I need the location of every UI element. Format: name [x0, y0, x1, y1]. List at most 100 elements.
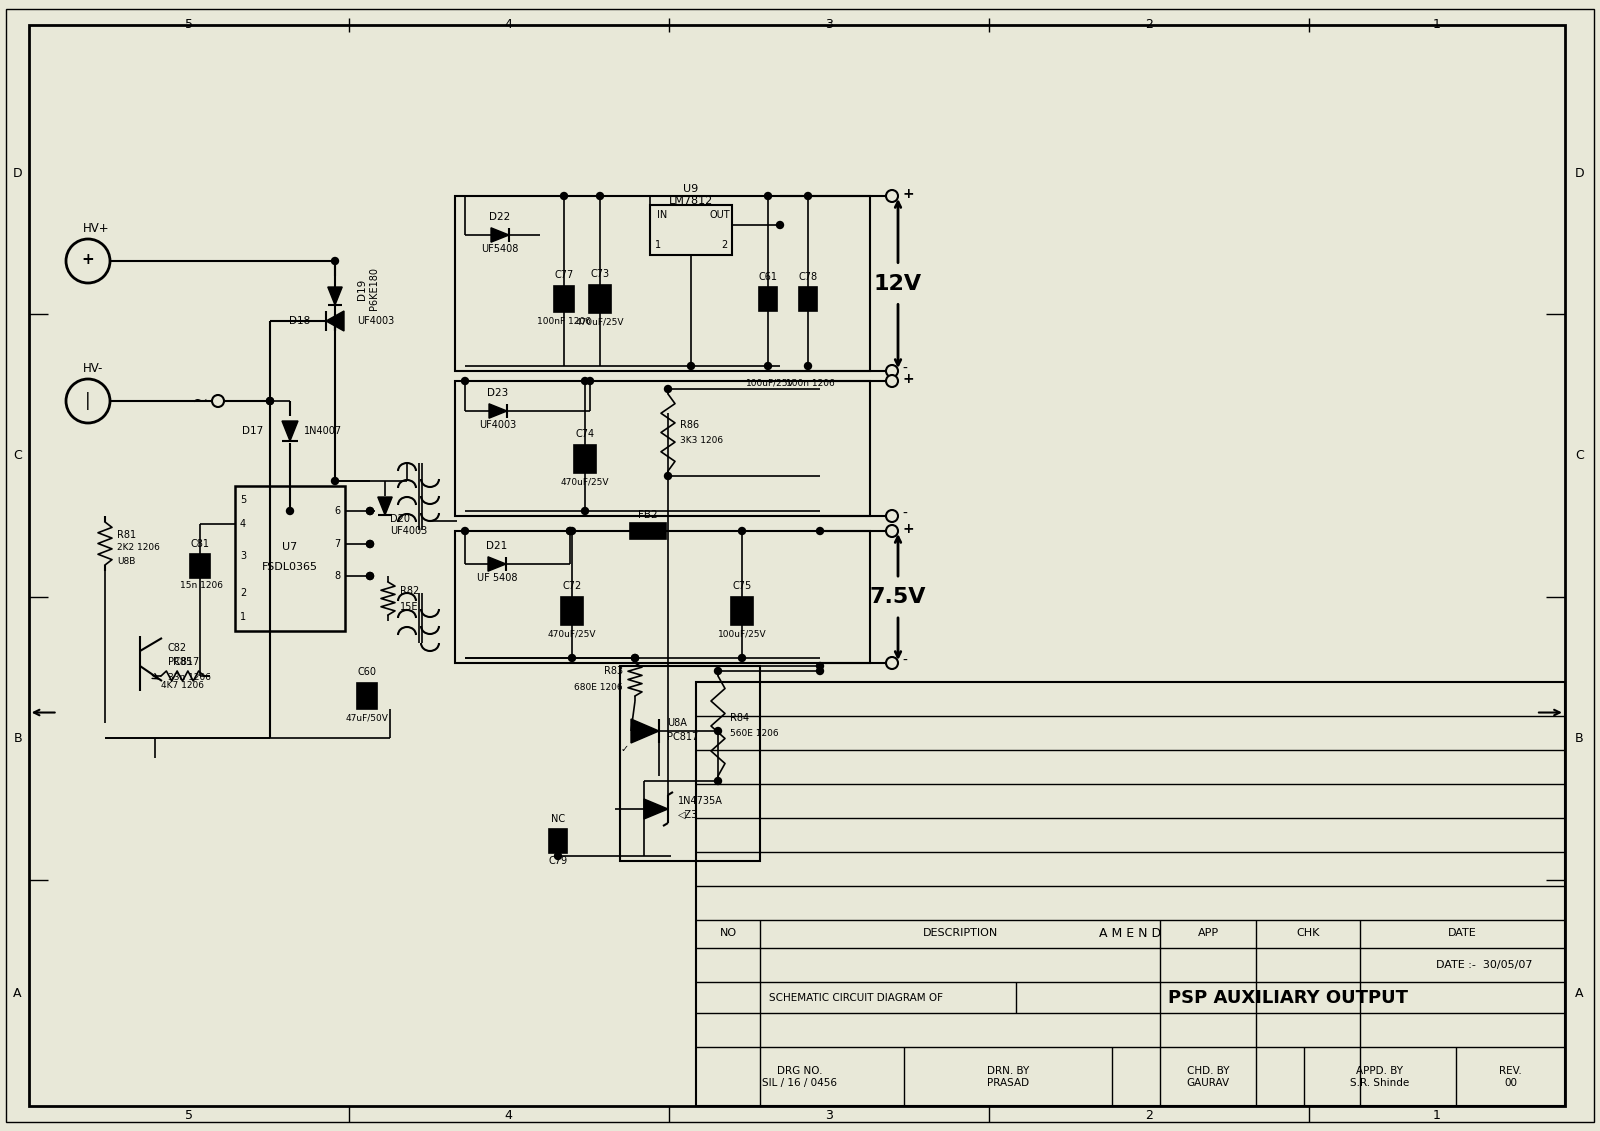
Text: C79: C79: [549, 856, 568, 866]
Text: D19: D19: [357, 278, 366, 300]
Circle shape: [366, 541, 373, 547]
Text: U8B: U8B: [117, 556, 136, 566]
Polygon shape: [491, 227, 509, 242]
Text: ✓: ✓: [621, 744, 629, 754]
Text: 15n 1206: 15n 1206: [181, 581, 224, 590]
Circle shape: [632, 655, 638, 662]
Text: PC817: PC817: [168, 657, 200, 667]
Text: ◁Z3: ◁Z3: [678, 810, 698, 820]
Text: 680E 1206: 680E 1206: [574, 683, 622, 692]
Circle shape: [632, 655, 638, 662]
Text: 5: 5: [186, 18, 194, 32]
Text: 2: 2: [1146, 18, 1152, 32]
Circle shape: [366, 541, 373, 547]
Text: PSP AUXILIARY OUTPUT: PSP AUXILIARY OUTPUT: [1168, 988, 1408, 1007]
Circle shape: [568, 527, 576, 535]
Text: CHK: CHK: [1296, 929, 1320, 938]
Text: 1: 1: [654, 240, 661, 250]
Circle shape: [566, 527, 573, 535]
Circle shape: [664, 386, 672, 392]
Text: APP: APP: [1197, 929, 1219, 938]
Text: APPD. BY
S.R. Shinde: APPD. BY S.R. Shinde: [1350, 1065, 1410, 1088]
Text: U7: U7: [282, 542, 298, 552]
Text: 100nF 1206: 100nF 1206: [538, 317, 590, 326]
Circle shape: [715, 727, 722, 734]
Text: D17: D17: [242, 426, 262, 435]
Text: -: -: [902, 507, 907, 521]
Text: C: C: [13, 449, 22, 463]
Text: 3: 3: [826, 1108, 832, 1122]
Polygon shape: [328, 287, 342, 305]
Text: NO: NO: [720, 929, 736, 938]
Circle shape: [688, 363, 694, 370]
Circle shape: [366, 508, 373, 515]
Circle shape: [886, 525, 898, 537]
Text: REV.
00: REV. 00: [1499, 1065, 1522, 1088]
Bar: [731, 597, 754, 625]
Circle shape: [366, 508, 373, 515]
Text: U9: U9: [683, 184, 699, 195]
Text: A M E N D: A M E N D: [1099, 927, 1162, 940]
Text: C77: C77: [554, 270, 574, 280]
Text: R82: R82: [400, 586, 419, 596]
Text: 12V: 12V: [874, 274, 922, 294]
Circle shape: [739, 527, 746, 535]
Text: 1: 1: [1434, 18, 1440, 32]
Bar: [758, 287, 778, 311]
Text: 470uF/25V: 470uF/25V: [547, 630, 597, 639]
Text: C75: C75: [733, 581, 752, 592]
Text: 470uF/25V: 470uF/25V: [560, 477, 610, 486]
Text: UF5408: UF5408: [482, 244, 518, 254]
Text: DRN. BY
PRASAD: DRN. BY PRASAD: [987, 1065, 1029, 1088]
Text: 2: 2: [1146, 1108, 1152, 1122]
Circle shape: [568, 655, 576, 662]
Text: UF4003: UF4003: [357, 316, 394, 326]
Text: C82: C82: [168, 644, 187, 653]
Text: C78: C78: [798, 271, 818, 282]
Text: 3: 3: [240, 551, 246, 561]
Circle shape: [886, 510, 898, 523]
Text: |: |: [85, 392, 91, 411]
Text: R86: R86: [680, 420, 699, 430]
Polygon shape: [490, 404, 507, 418]
Circle shape: [765, 192, 771, 199]
Text: B: B: [1574, 732, 1584, 745]
Text: SCHEMATIC CIRCUIT DIAGRAM OF: SCHEMATIC CIRCUIT DIAGRAM OF: [770, 993, 942, 1002]
Bar: [650, 205, 733, 254]
Text: DRG NO.
SIL / 16 / 0456: DRG NO. SIL / 16 / 0456: [763, 1065, 837, 1088]
Circle shape: [664, 473, 672, 480]
Text: D20: D20: [390, 513, 410, 524]
Circle shape: [331, 477, 339, 484]
Circle shape: [286, 508, 293, 515]
Text: 100uF/25V: 100uF/25V: [746, 379, 794, 388]
Circle shape: [366, 572, 373, 579]
Text: C: C: [1574, 449, 1584, 463]
Text: 5: 5: [186, 1108, 194, 1122]
Text: 470uF/25V: 470uF/25V: [576, 318, 624, 327]
Text: R83: R83: [603, 666, 622, 676]
Text: 47uF/50V: 47uF/50V: [346, 714, 389, 723]
Text: 1N4735A: 1N4735A: [678, 796, 723, 806]
Text: C74: C74: [576, 429, 595, 439]
Circle shape: [560, 192, 568, 199]
Text: IN: IN: [658, 210, 667, 221]
Bar: [589, 285, 611, 313]
Text: UF4003: UF4003: [390, 526, 427, 536]
Circle shape: [715, 777, 722, 785]
Text: FB2: FB2: [638, 510, 658, 520]
Bar: [696, 682, 1565, 1106]
Circle shape: [816, 527, 824, 535]
Text: NC: NC: [550, 814, 565, 824]
Text: D18: D18: [290, 316, 310, 326]
Text: 560E 1206: 560E 1206: [730, 729, 779, 739]
Bar: [798, 287, 818, 311]
Text: C73: C73: [590, 269, 610, 279]
Text: OUT: OUT: [710, 210, 730, 221]
Text: R85: R85: [173, 657, 192, 667]
Text: +: +: [82, 251, 94, 267]
Text: B: B: [13, 732, 22, 745]
Polygon shape: [378, 497, 392, 515]
Text: D23: D23: [488, 388, 509, 398]
Text: 7: 7: [334, 539, 341, 549]
Bar: [562, 597, 582, 625]
